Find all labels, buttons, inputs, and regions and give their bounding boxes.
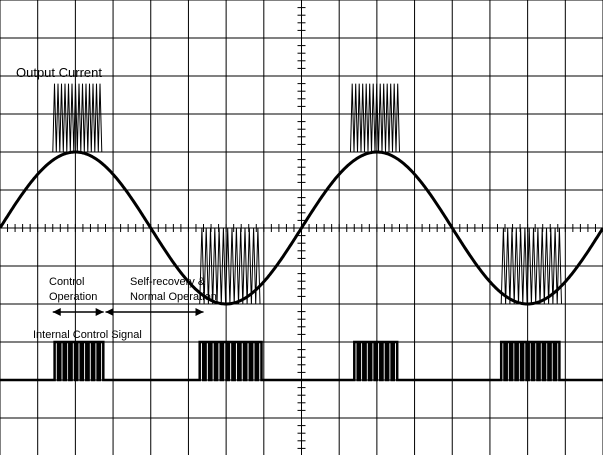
chopping-burst — [350, 83, 400, 153]
output-current-sine-trace — [0, 150, 603, 306]
output-current-label: Output Current — [16, 65, 102, 80]
chopping-burst — [500, 227, 562, 305]
chopping-burst — [52, 83, 103, 153]
annotation-arrows — [52, 308, 204, 316]
control-operation-arrow-head-right — [95, 308, 104, 316]
recovery-label-line1: Self-recovery & — [130, 276, 206, 288]
recovery-label-line2: Normal Operation — [130, 291, 217, 303]
recovery-operation-arrow-head-right — [195, 308, 204, 316]
control-label-line2: Operation — [49, 291, 97, 303]
control-label-line1: Control — [49, 276, 84, 288]
control-operation-arrow-head-left — [52, 308, 61, 316]
traces — [0, 83, 603, 382]
recovery-operation-arrow-head-left — [105, 308, 114, 316]
internal-control-signal-label: Internal Control Signal — [33, 329, 142, 341]
chopping-burst — [199, 227, 261, 305]
internal-control-signal-trace — [0, 340, 603, 382]
